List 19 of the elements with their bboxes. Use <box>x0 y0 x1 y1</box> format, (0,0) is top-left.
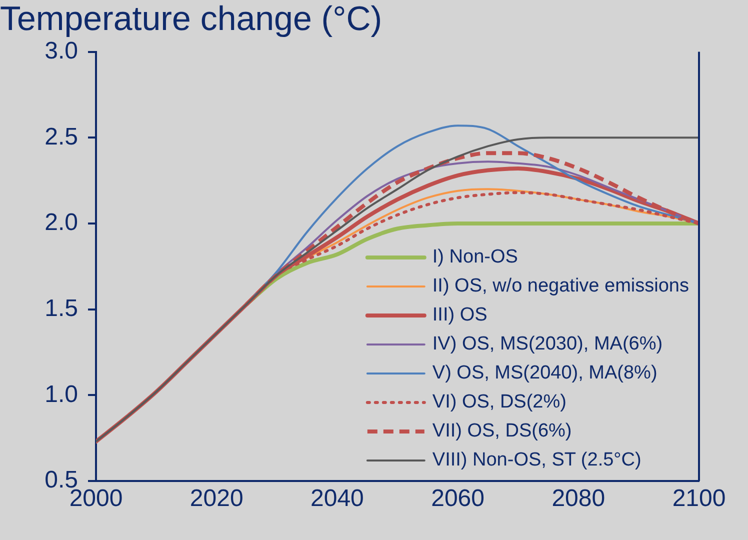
legend-label: II) OS, w/o negative emissions <box>432 276 690 297</box>
y-tick-label: 1.5 <box>44 294 78 322</box>
x-tick-label: 2060 <box>431 485 484 512</box>
legend-label: III) OS <box>432 304 488 326</box>
legend-label: VII) OS, DS(6%) <box>432 420 572 442</box>
y-tick-label: 3.0 <box>44 37 78 64</box>
x-tick-label: 2100 <box>672 485 726 512</box>
y-tick-label: 2.0 <box>44 209 78 236</box>
legend-label: VI) OS, DS(2%) <box>432 392 566 413</box>
x-tick-label: 2080 <box>552 485 606 512</box>
legend-label: IV) OS, MS(2030), MA(6%) <box>432 334 663 355</box>
legend-label: V) OS, MS(2040), MA(8%) <box>432 362 658 384</box>
legend-label: I) Non-OS <box>432 246 518 268</box>
chart-title: Temperature change (°C) <box>0 0 382 38</box>
y-tick-label: 2.5 <box>44 123 78 150</box>
legend-label: VIII) Non-OS, ST (2.5°C) <box>432 450 642 471</box>
x-tick-label: 2040 <box>310 485 364 512</box>
y-tick-label: 1.0 <box>44 380 78 408</box>
x-tick-label: 2020 <box>190 485 244 512</box>
